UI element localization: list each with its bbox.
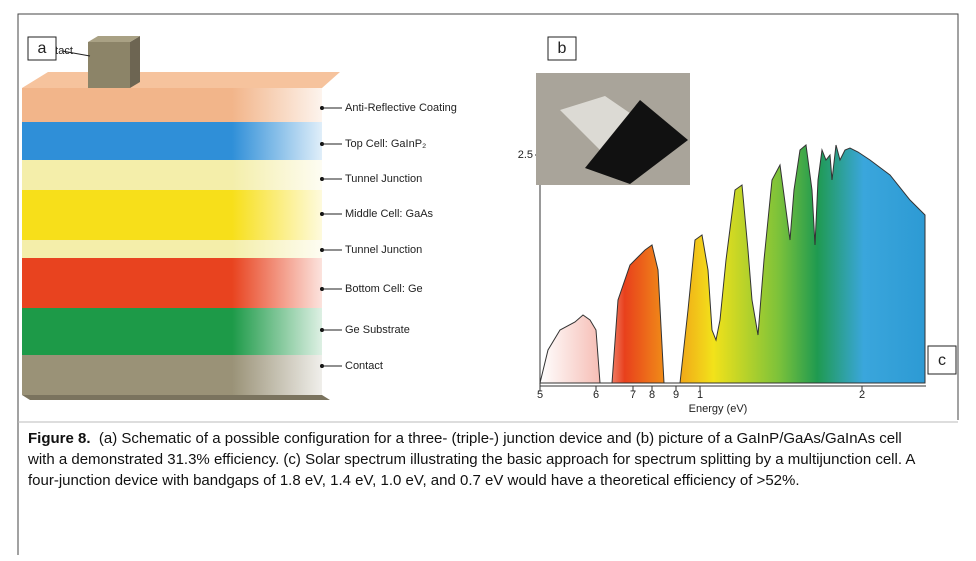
layer-label: Top Cell: GaInP₂ [345, 138, 426, 150]
x-tick-label: 7 [630, 389, 636, 401]
x-tick-label: 6 [593, 389, 599, 401]
top-face [22, 72, 340, 88]
layer [22, 308, 322, 355]
page: {"panel_a": {"label": "a", "top_contact"… [0, 0, 976, 561]
panel-a: Contact Anti-Reflective Coating Top Cell: … [22, 36, 457, 400]
layer [22, 122, 322, 160]
panel-label: a [38, 40, 47, 57]
caption-text: (a) Schematic of a possible configuratio… [28, 430, 915, 489]
layer-label: Contact [345, 360, 383, 372]
x-tick-label: 5 [537, 389, 543, 401]
layer [22, 258, 322, 308]
contact-post [88, 42, 130, 88]
bottom-shadow [22, 395, 330, 400]
x-tick-label: 2 [859, 389, 865, 401]
caption: Figure 8. (a) Schematic of a possible co… [28, 428, 928, 491]
layer [22, 88, 322, 122]
x-tick-label: 9 [673, 389, 679, 401]
cell-photo [536, 73, 690, 185]
layer [22, 190, 322, 240]
x-axis-label: Energy (eV) [689, 403, 748, 415]
layer-label: Bottom Cell: Ge [345, 283, 423, 295]
layer-label: Tunnel Junction [345, 173, 422, 185]
layer [22, 240, 322, 258]
x-ticks: 5 6 7 8 9 1 2 [537, 386, 865, 401]
layer-label: Anti-Reflective Coating [345, 102, 457, 114]
layer-label: Tunnel Junction [345, 244, 422, 256]
layer [22, 355, 322, 395]
layer-label: Middle Cell: GaAs [345, 208, 434, 220]
layer [22, 160, 322, 190]
layer-label: Ge Substrate [345, 324, 410, 336]
panel-label: c [938, 352, 946, 369]
panel-label: b [558, 40, 567, 57]
x-tick-label: 8 [649, 389, 655, 401]
y-tick-label: 2.5 [518, 149, 533, 161]
caption-lead: Figure 8. [28, 430, 91, 447]
contact-post-side [130, 36, 140, 88]
x-tick-label: 1 [697, 389, 703, 401]
